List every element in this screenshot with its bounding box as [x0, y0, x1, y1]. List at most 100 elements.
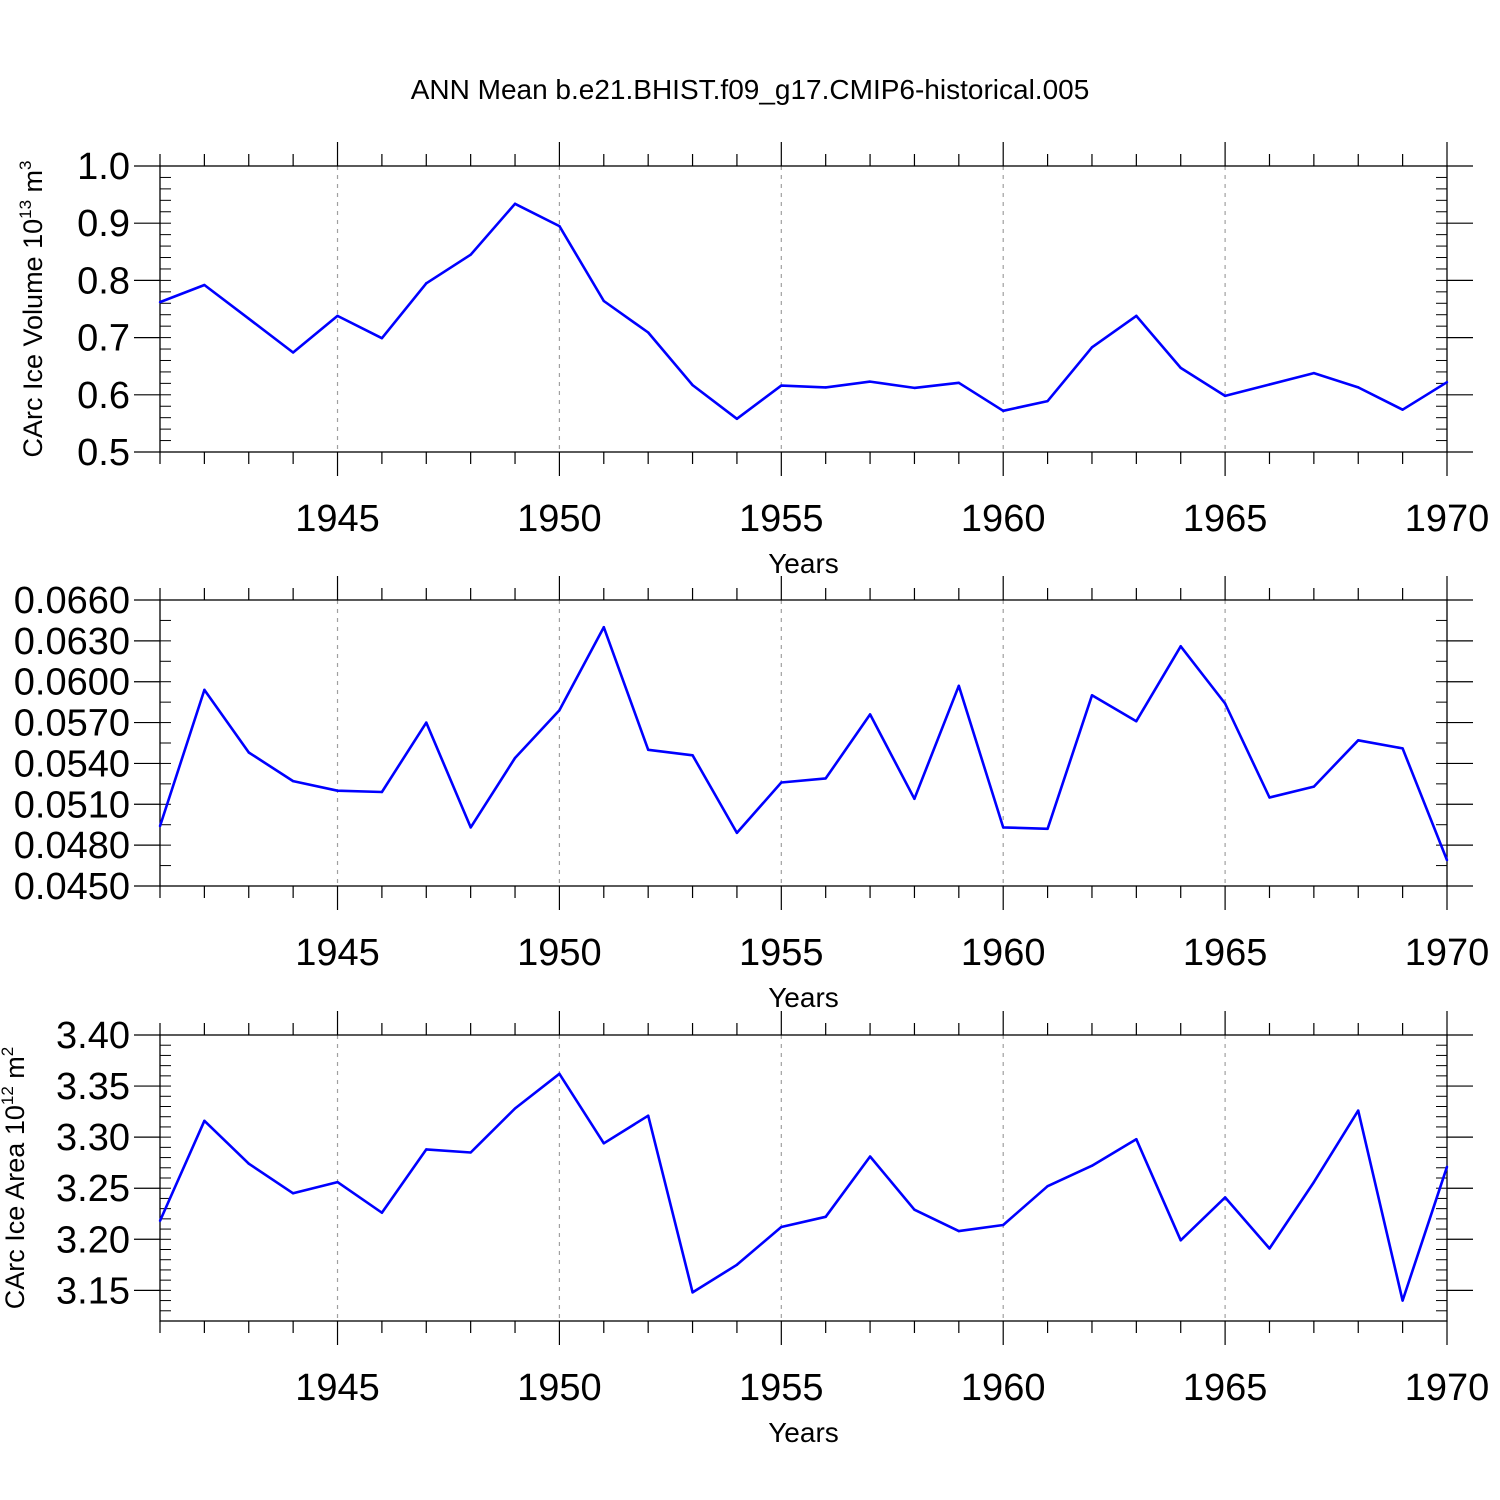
- data-point: [1223, 394, 1227, 398]
- data-point: [913, 1208, 916, 1211]
- data-point: [646, 1114, 650, 1117]
- data-point: [1002, 1223, 1005, 1227]
- data-point: [1046, 399, 1049, 403]
- data-point: [824, 1215, 827, 1219]
- y-tick-label: 0.9: [77, 203, 130, 245]
- x-tick-label: 1965: [1183, 498, 1268, 540]
- y-tick-label: 0.0600: [14, 662, 130, 704]
- data-point: [1401, 408, 1404, 411]
- x-tick-label: 1970: [1405, 932, 1490, 974]
- data-point: [780, 781, 783, 784]
- data-point: [1090, 694, 1094, 697]
- x-axis-title: Years: [768, 982, 839, 1013]
- data-point: [957, 1229, 961, 1233]
- data-point: [602, 1142, 605, 1145]
- data-point: [957, 381, 961, 384]
- data-point: [291, 779, 295, 783]
- x-axis-title: Years: [768, 548, 839, 579]
- data-point: [158, 824, 162, 828]
- data-point: [158, 300, 162, 304]
- data-point: [1135, 720, 1138, 723]
- y-tick-label: 3.15: [56, 1270, 130, 1312]
- data-point: [1312, 785, 1316, 788]
- y-tick-label: 3.40: [56, 1015, 130, 1057]
- data-point: [1401, 1299, 1404, 1302]
- data-point: [247, 751, 250, 754]
- data-point: [247, 317, 250, 320]
- data-point: [780, 1225, 783, 1229]
- data-point: [336, 314, 339, 318]
- y-tick-label: 3.20: [56, 1219, 130, 1261]
- data-point: [1223, 1196, 1227, 1199]
- y-tick-label: 1.0: [77, 146, 130, 188]
- x-tick-label: 1950: [517, 932, 602, 974]
- data-point: [1357, 1109, 1360, 1112]
- data-point: [469, 826, 472, 829]
- y-tick-label: 3.25: [56, 1168, 130, 1210]
- data-point: [1445, 381, 1449, 384]
- series-line-2: [158, 625, 1449, 861]
- x-tick-label: 1955: [739, 498, 824, 540]
- data-point: [691, 383, 694, 387]
- y-tick-label: 3.35: [56, 1066, 130, 1108]
- data-point: [1002, 826, 1005, 829]
- data-point: [203, 283, 206, 287]
- plot-frame: [159, 599, 1448, 887]
- data-point: [1268, 383, 1271, 386]
- data-point: [380, 1211, 384, 1214]
- x-tick-label: 1950: [517, 1367, 602, 1409]
- data-point: [291, 1192, 295, 1195]
- data-point: [1046, 827, 1049, 830]
- x-tick-label: 1960: [961, 1367, 1046, 1409]
- data-point: [558, 1072, 561, 1076]
- data-point: [380, 336, 384, 340]
- data-point: [336, 1180, 339, 1184]
- chart-panel-3: 3.15 3.20 3.25 3.30 3.35 3.40 1945 1950 1955 1960…: [0, 1011, 1489, 1448]
- data-point: [203, 688, 206, 692]
- data-point: [425, 282, 428, 285]
- x-tick-label: 1950: [517, 498, 602, 540]
- data-point: [1268, 1247, 1271, 1250]
- data-point: [1268, 796, 1271, 799]
- data-point: [780, 384, 783, 387]
- data-point: [291, 351, 295, 354]
- y-tick-label: 3.30: [56, 1117, 130, 1159]
- data-point: [425, 1148, 428, 1151]
- x-tick-label: 1960: [961, 932, 1046, 974]
- data-point: [1223, 702, 1227, 705]
- y-axis-title: CArc Ice Area 1012 m2: [0, 1047, 30, 1310]
- data-point: [558, 709, 561, 712]
- data-point: [735, 417, 739, 421]
- x-tick-label: 1970: [1405, 1367, 1490, 1409]
- data-point: [158, 1219, 162, 1223]
- data-point: [1090, 346, 1094, 349]
- data-point: [735, 1263, 739, 1267]
- data-point: [1312, 1180, 1316, 1184]
- data-point: [1046, 1184, 1049, 1188]
- x-tick-label: 1945: [295, 1367, 380, 1409]
- data-point: [1179, 366, 1182, 370]
- data-point: [913, 797, 916, 801]
- data-point: [513, 1107, 517, 1110]
- y-tick-label: 0.5: [77, 432, 130, 474]
- data-point: [1135, 314, 1138, 318]
- data-point: [691, 754, 694, 757]
- y-tick-label: 0.0630: [14, 621, 130, 663]
- data-point: [868, 1155, 872, 1158]
- data-point: [1445, 1165, 1449, 1168]
- figure-title: ANN Mean b.e21.BHIST.f09_g17.CMIP6-histo…: [410, 74, 1090, 105]
- data-point: [203, 1119, 206, 1123]
- data-point: [1357, 739, 1360, 742]
- y-tick-label: 0.0540: [14, 743, 130, 785]
- data-point: [425, 721, 428, 724]
- data-point: [1179, 645, 1182, 648]
- data-point: [469, 253, 472, 256]
- data-point: [735, 831, 739, 835]
- x-tick-label: 1955: [739, 932, 824, 974]
- data-point: [957, 684, 961, 687]
- data-point: [513, 756, 517, 760]
- y-tick-label: 0.0450: [14, 866, 130, 908]
- data-point: [1401, 747, 1404, 750]
